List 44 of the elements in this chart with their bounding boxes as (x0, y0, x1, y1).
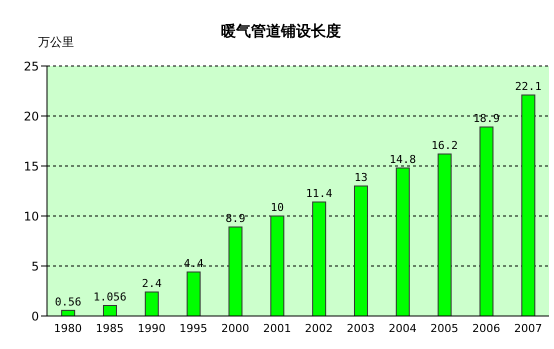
bar (438, 154, 452, 316)
y-tick-label: 20 (24, 109, 39, 124)
x-tick-label: 1985 (96, 322, 124, 335)
data-label: 11.4 (306, 187, 333, 200)
y-axis-title: 万公里 (38, 34, 74, 51)
x-tick-label: 2003 (346, 322, 375, 335)
y-tick-label: 15 (24, 159, 39, 174)
data-label: 1.056 (93, 290, 127, 304)
x-tick-label: 1990 (138, 322, 166, 335)
data-label: 2.4 (142, 277, 162, 290)
data-label: 0.56 (54, 295, 82, 308)
data-label: 10 (270, 201, 284, 214)
y-tick-label: 0 (31, 309, 39, 324)
bar (396, 168, 410, 316)
x-tick-label: 2000 (221, 322, 250, 335)
bar (144, 292, 159, 316)
bar (479, 126, 494, 316)
x-tick-label: 2004 (388, 322, 417, 335)
bar (228, 226, 242, 316)
bar (102, 304, 117, 316)
x-tick-label: 2002 (304, 322, 333, 335)
bar (61, 310, 76, 316)
y-tick-label: 5 (31, 259, 39, 274)
x-tick-label: 2005 (430, 322, 458, 335)
x-tick-label: 2007 (514, 322, 542, 335)
data-label: 14.8 (390, 153, 416, 166)
bar (312, 202, 326, 316)
x-tick-label: 2006 (472, 322, 500, 335)
data-label: 13 (354, 171, 368, 184)
data-label: 16.2 (431, 139, 458, 152)
x-tick-label: 1995 (179, 322, 208, 335)
x-tick-label: 1980 (54, 322, 82, 335)
data-label: 8.9 (226, 212, 246, 225)
chart-title: 暖气管道铺设长度 (221, 22, 341, 40)
x-tick-label: 2001 (263, 322, 292, 335)
bar (521, 94, 536, 316)
y-tick-label: 25 (24, 59, 39, 74)
bar (186, 272, 201, 316)
y-tick-label: 10 (24, 209, 39, 224)
bar (270, 216, 284, 316)
data-label: 18.9 (473, 112, 500, 125)
data-label: 22.1 (515, 80, 542, 93)
data-label: 4.4 (184, 257, 204, 270)
bar (354, 186, 368, 316)
